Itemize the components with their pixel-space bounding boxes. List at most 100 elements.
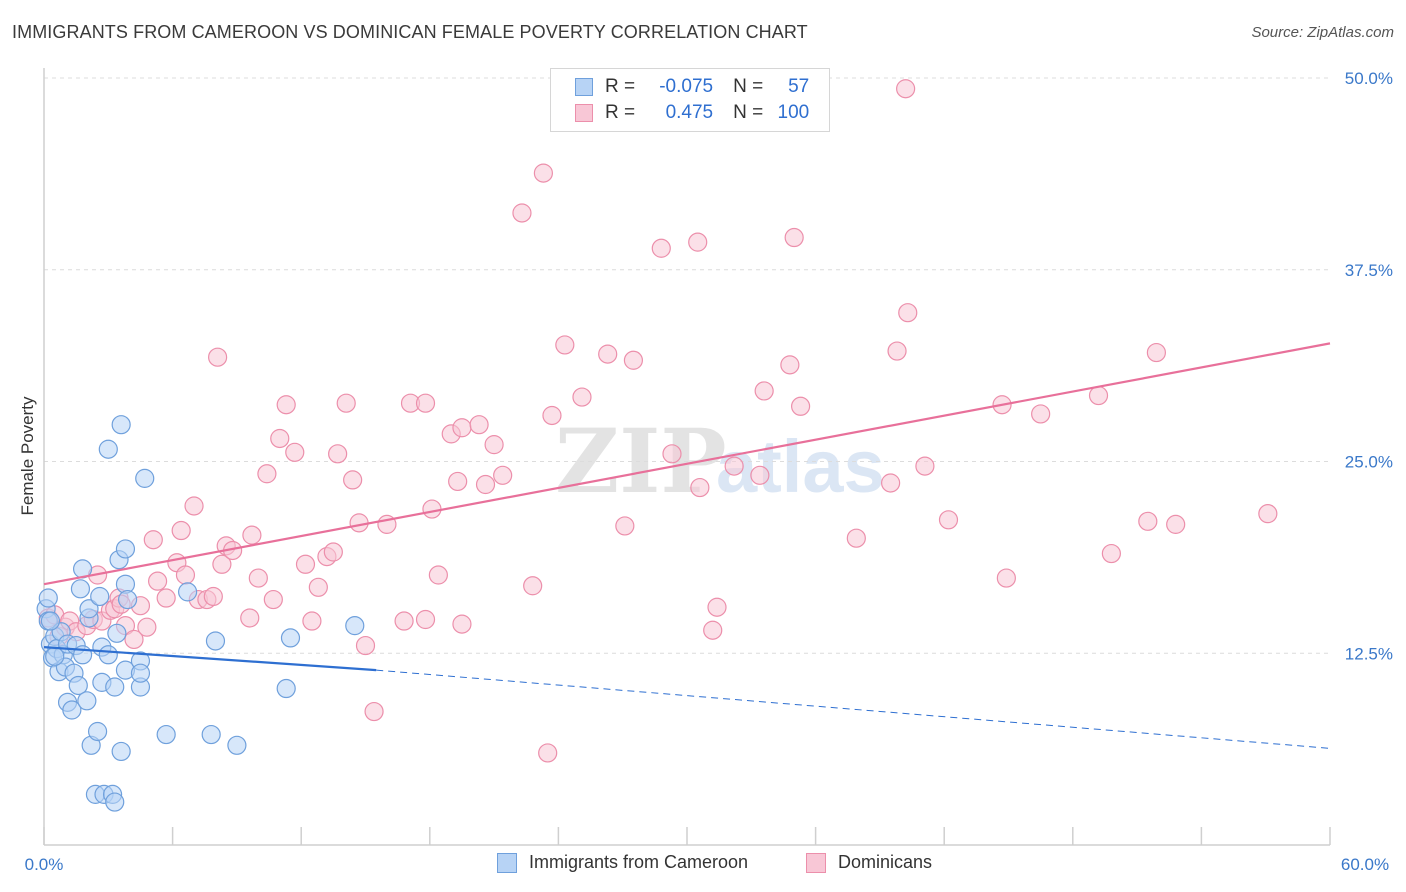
legend-r-value: -0.075 [659, 76, 714, 97]
y-tick-label-1: 25.0% [1345, 453, 1393, 472]
cameroon-point-52 [276, 678, 296, 699]
dominicans-point-90 [887, 341, 907, 361]
trend-lines [43, 342, 1331, 749]
cameroon-point-51 [227, 735, 247, 755]
cameroon-point-35 [107, 623, 127, 643]
cameroon-point-33 [105, 792, 125, 812]
legend-swatch-dominicans [575, 104, 593, 122]
cameroon-point-53 [280, 628, 301, 648]
cameroon-point-13 [62, 700, 82, 720]
dominicans-point-15 [124, 629, 144, 650]
cameroon-point-49 [201, 724, 221, 745]
dominicans-point-102 [1166, 514, 1186, 534]
dominicans-point-73 [598, 344, 618, 364]
cameroon-point-17 [70, 579, 91, 599]
y-tick-label-0: 12.5% [1345, 644, 1393, 663]
cameroon-trend-extension [376, 669, 1331, 749]
dominicans-point-81 [707, 597, 727, 617]
x-ticks [43, 827, 1331, 845]
dominicans-point-92 [896, 79, 916, 99]
legend-row-cameroon: R = -0.075 N = 57 [575, 74, 809, 100]
dominicans-point-48 [349, 513, 369, 533]
dominicans-point-78 [688, 232, 708, 252]
bottom-legend-swatch-cameroon [497, 852, 517, 873]
watermark-atlas: atlas [716, 425, 885, 508]
cameroon-point-26 [90, 586, 110, 607]
cameroon-point-48 [178, 582, 198, 602]
dominicans-point-44 [323, 542, 343, 562]
dominicans-point-56 [422, 499, 442, 519]
bottom-legend-label-dominicans: Dominicans [838, 852, 933, 872]
cameroon-point-16 [68, 675, 88, 696]
cameroon-point-41 [115, 539, 136, 559]
bottom-legend-cameroon: Immigrants from Cameroon [497, 852, 748, 873]
dominicans-point-89 [881, 473, 901, 493]
dominicans-point-36 [263, 589, 283, 610]
dominicans-point-33 [242, 525, 262, 545]
dominicans-point-37 [270, 428, 290, 449]
dominicans-point-54 [415, 393, 436, 413]
cameroon-point-46 [135, 468, 155, 488]
dominicans-point-76 [651, 238, 671, 258]
legend-n-value: 57 [788, 76, 810, 97]
chart-title: IMMIGRANTS FROM CAMEROON VS DOMINICAN FE… [12, 22, 808, 42]
dominicans-point-18 [143, 530, 163, 550]
dominicans-point-74 [615, 516, 635, 536]
legend-swatch-cameroon [575, 78, 593, 96]
cameroon-point-37 [111, 741, 131, 762]
dominicans-point-101 [1146, 342, 1166, 363]
dominicans-point-46 [336, 393, 356, 413]
dominicans-point-66 [512, 203, 532, 223]
x-tick-label-min: 0.0% [25, 855, 64, 874]
dominicans-point-71 [555, 335, 575, 355]
dominicans-point-34 [248, 568, 268, 588]
dominicans-point-93 [915, 456, 935, 476]
dominicans-point-24 [184, 496, 204, 516]
legend-r-label: R = [605, 76, 636, 97]
dominicans-point-70 [542, 405, 562, 426]
y-tick-label-2: 37.5% [1345, 261, 1393, 280]
dominicans-point-28 [208, 347, 228, 367]
dominicans-point-67 [523, 576, 543, 596]
legend-n-label: N = [733, 76, 764, 97]
y-tick-label-3: 50.0% [1345, 69, 1393, 88]
dominicans-point-42 [308, 577, 328, 597]
cameroon-point-25 [87, 721, 108, 742]
dominicans-point-27 [203, 586, 223, 607]
source-label: Source: ZipAtlas.com [1251, 24, 1394, 41]
dominicans-point-45 [328, 444, 348, 464]
cameroon-point-22 [79, 599, 99, 619]
dominicans-point-61 [452, 614, 472, 634]
dominicans-point-80 [703, 620, 723, 640]
dominicans-point-17 [137, 617, 157, 637]
dominicans-point-69 [538, 743, 558, 763]
dominicans-point-35 [257, 464, 277, 484]
dominicans-point-55 [415, 609, 436, 630]
dominicans-point-75 [623, 350, 644, 370]
dominicans-trend-line [43, 342, 1331, 586]
dominicans-point-52 [394, 611, 414, 631]
dominicans-point-63 [475, 474, 496, 495]
dominicans-point-39 [285, 442, 305, 462]
dominicans-point-60 [452, 418, 472, 438]
dominicans-point-86 [784, 227, 804, 248]
dominicans-point-38 [276, 395, 296, 415]
legend-n-value: 100 [777, 102, 810, 123]
dominicans-point-64 [484, 435, 504, 455]
bottom-legend-swatch-dominicans [806, 852, 826, 873]
bottom-legend-dominicans: Dominicans [806, 852, 932, 873]
legend-r-value: 0.475 [665, 102, 714, 123]
dominicans-point-85 [780, 355, 800, 375]
dominicans-point-82 [724, 456, 744, 476]
cameroon-point-42 [117, 589, 138, 610]
cameroon-point-55 [40, 611, 61, 631]
dominicans-point-65 [493, 465, 513, 485]
gridlines [44, 77, 1330, 654]
dominicans-point-79 [690, 477, 710, 498]
dominicans-point-87 [790, 396, 811, 416]
cameroon-point-47 [156, 724, 176, 745]
dominicans-point-83 [750, 465, 770, 485]
correlation-legend: R = -0.075 N = 57 R = 0.475 N = 100 [550, 68, 830, 132]
cameroon-trend-line [43, 646, 377, 672]
